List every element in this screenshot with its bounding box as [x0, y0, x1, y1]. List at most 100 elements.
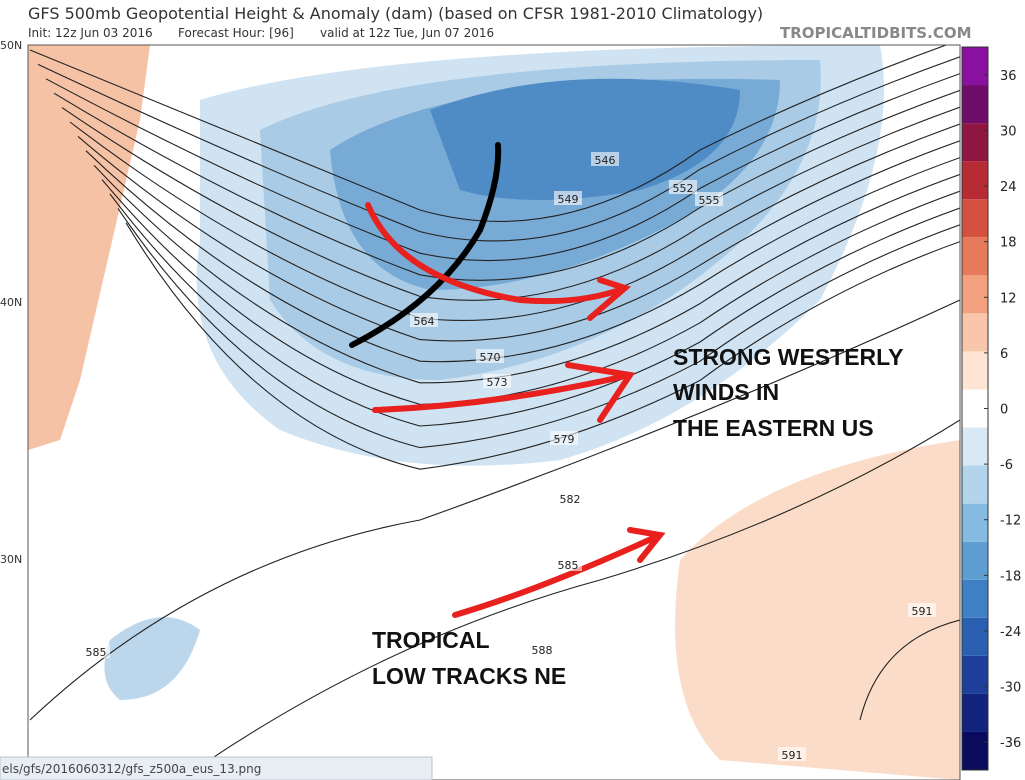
warm-anomaly — [675, 440, 960, 780]
colorbar: 36 30 24 18 12 6 0 -6 -12 -18 -24 -30 -36 — [961, 46, 1021, 771]
colorbar-cell — [962, 389, 988, 428]
contour-label: 549 — [558, 193, 579, 206]
colorbar-cell — [962, 313, 988, 352]
contour-label: 552 — [673, 182, 694, 195]
colorbar-label: -30 — [1000, 681, 1021, 696]
colorbar-cell — [962, 579, 988, 618]
map-body: STRONG WESTERLY WINDS IN THE EASTERN US … — [28, 45, 960, 780]
colorbar-label: 18 — [1000, 236, 1017, 251]
label-bg — [410, 313, 438, 327]
height-contours — [29, 45, 960, 470]
contour-label: 555 — [699, 194, 720, 207]
label-bg — [695, 192, 723, 206]
valid-time: valid at 12z Tue, Jun 07 2016 — [320, 26, 495, 40]
warm-anomaly — [28, 45, 150, 450]
contour-line — [53, 89, 960, 281]
cold-anomaly — [104, 617, 200, 700]
status-url: els/gfs/2016060312/gfs_z500a_eus_13.png — [2, 762, 261, 776]
contour-label: 564 — [414, 315, 435, 328]
colorbar-cell — [962, 161, 988, 200]
colorbar-cell — [962, 47, 988, 86]
map-title: GFS 500mb Geopotential Height & Anomaly … — [28, 4, 764, 23]
init-time: Init: 12z Jun 03 2016 — [28, 26, 153, 40]
contour-line — [61, 106, 960, 301]
label-bg — [483, 374, 511, 388]
contour-line — [85, 150, 960, 363]
colorbar-cell — [962, 199, 988, 238]
lat-label: 30N — [0, 553, 22, 566]
colorbar-cell — [962, 123, 988, 162]
contour-label: 591 — [782, 749, 803, 762]
colorbar-cell — [962, 541, 988, 580]
lat-label: 40N — [0, 296, 22, 309]
colorbar-label: -18 — [1000, 569, 1021, 584]
colorbar-cell — [962, 237, 988, 276]
contour-line — [859, 619, 960, 721]
arrowhead — [627, 527, 666, 563]
label-bg — [669, 180, 697, 194]
site-credit: TROPICALTIDBITS.COM — [780, 24, 972, 42]
annotation: STRONG WESTERLY — [673, 344, 903, 370]
contour-line — [101, 179, 960, 405]
annotation: WINDS IN — [673, 379, 779, 405]
contour-line — [109, 193, 960, 427]
label-bg — [591, 152, 619, 166]
status-bar — [0, 756, 433, 780]
contour-label: 588 — [532, 644, 553, 657]
contour-line — [37, 56, 960, 242]
arrow — [365, 202, 628, 305]
contour-label: 591 — [912, 605, 933, 618]
contour-label: 573 — [487, 376, 508, 389]
contour-label: 585 — [86, 646, 107, 659]
label-bg — [556, 491, 584, 505]
forecast-hour: Forecast Hour: [96] — [178, 26, 294, 40]
colorbar-cell — [962, 655, 988, 694]
colorbar-cell — [962, 351, 988, 390]
colorbar-cell — [962, 693, 988, 732]
contour-label: 585 — [558, 559, 579, 572]
colorbar-label: 36 — [1000, 69, 1017, 84]
wind-arrows — [365, 202, 666, 618]
colorbar-label: -24 — [1000, 625, 1021, 640]
contour-label: 546 — [595, 154, 616, 167]
contour-line — [77, 135, 960, 342]
colorbar-label: -6 — [1000, 458, 1013, 473]
colorbar-label: 30 — [1000, 124, 1017, 139]
contour-line — [125, 222, 960, 470]
contour-line — [29, 299, 960, 721]
colorbar-cell — [962, 427, 988, 466]
colorbar-cell — [962, 465, 988, 504]
label-bg — [908, 603, 936, 617]
label-bg — [476, 349, 504, 363]
contour-line — [117, 208, 960, 449]
contour-line — [69, 121, 960, 321]
annotation: TROPICAL — [372, 627, 490, 653]
lat-label: 50N — [0, 39, 22, 52]
arrow — [372, 372, 633, 413]
label-bg — [82, 644, 110, 658]
annotation: THE EASTERN US — [673, 415, 874, 441]
colorbar-label: -36 — [1000, 736, 1021, 751]
contour-label: 570 — [480, 351, 501, 364]
colorbar-cell — [962, 503, 988, 542]
contour-line — [45, 73, 960, 262]
colorbar-label: 6 — [1000, 347, 1008, 362]
label-bg — [778, 747, 806, 761]
colorbar-cell — [962, 275, 988, 314]
label-bg — [528, 642, 556, 656]
colorbar-cell — [962, 731, 988, 770]
colorbar-cell — [962, 617, 988, 656]
colorbar-cell — [962, 85, 988, 124]
contour-line — [93, 164, 960, 384]
cold-anomaly — [430, 78, 740, 200]
arrowhead — [565, 362, 636, 423]
colorbar-label: -12 — [1000, 514, 1021, 529]
trough-axis — [349, 142, 502, 348]
contour-line — [29, 45, 948, 222]
label-bg — [554, 191, 582, 205]
contour-line — [179, 419, 960, 780]
arrow — [452, 532, 663, 618]
contour-label: 579 — [554, 433, 575, 446]
